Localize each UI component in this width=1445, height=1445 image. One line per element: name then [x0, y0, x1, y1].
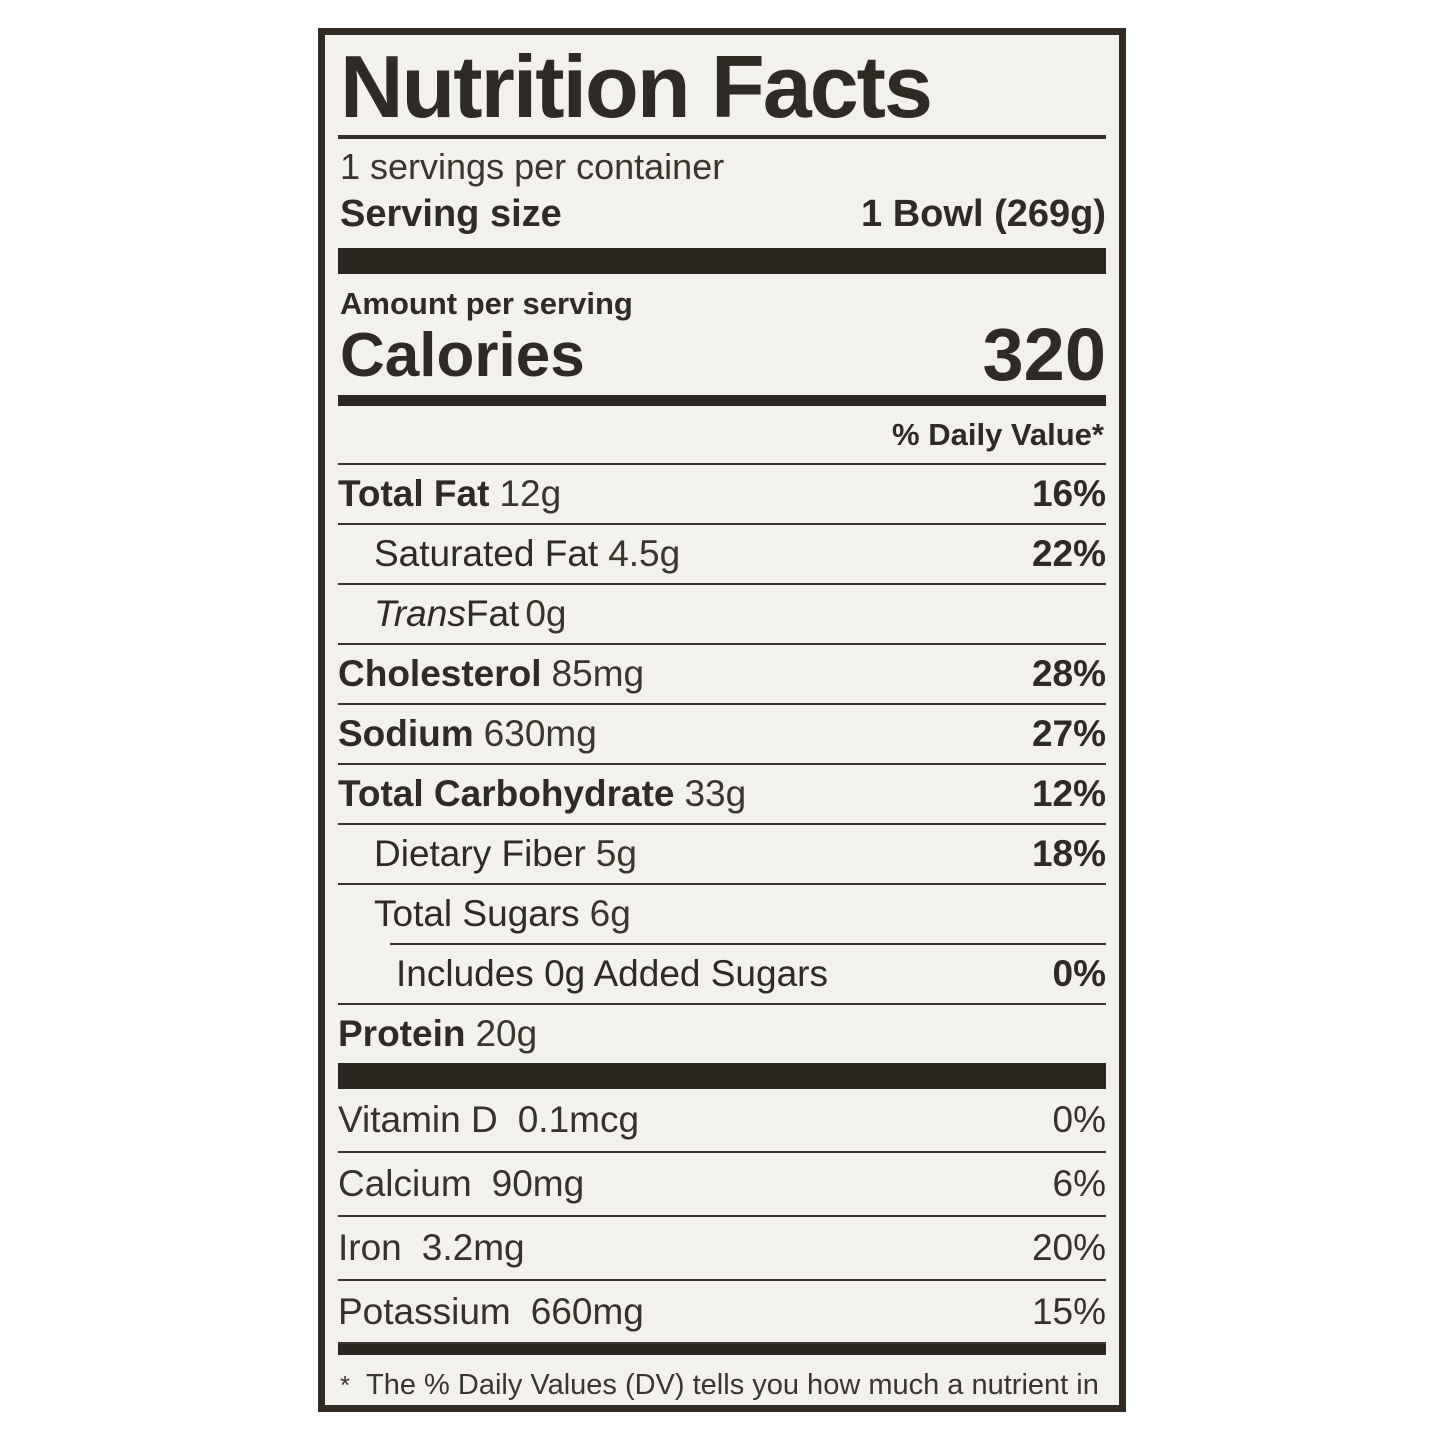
nutrient-name-group: Cholesterol 85mg	[338, 654, 644, 694]
separator-thick-bottom	[338, 1062, 1106, 1089]
nutrient-row-protein: Protein 20g	[338, 1005, 1106, 1063]
nutrient-name: Protein	[338, 1012, 466, 1054]
nutrient-name-group: Total Fat 12g	[338, 474, 561, 514]
nutrient-name-group: Protein 20g	[338, 1012, 538, 1054]
micronutrient-dv: 0%	[1052, 1098, 1106, 1140]
nutrient-name: Total Carbohydrate	[338, 772, 675, 814]
nutrient-row-added-sugars: Includes 0g Added Sugars 0%	[338, 945, 1106, 1005]
servings-per-container: 1 servings per container	[340, 146, 725, 187]
nutrient-dv: 12%	[1031, 772, 1106, 814]
nutrient-row-sodium: Sodium 630mg 27%	[338, 705, 1106, 765]
nutrient-dv: 0%	[1052, 952, 1106, 994]
nutrient-row-total-carbohydrate: Total Carbohydrate 33g 12%	[338, 765, 1106, 825]
nutrient-row-total-fat: Total Fat 12g 16%	[338, 465, 1106, 526]
nutrient-name-group: Saturated Fat 4.5g	[374, 534, 680, 574]
micronutrient-name-group: Iron 3.2mg	[338, 1226, 525, 1268]
nutrient-name: Sodium	[338, 712, 474, 754]
nutrient-name-group: Total Carbohydrate 33g	[338, 772, 747, 814]
nutrient-amount: 630mg	[483, 712, 597, 754]
nutrient-name: Dietary Fiber	[374, 832, 586, 874]
footnote: * The % Daily Values (DV) tells you how …	[338, 1355, 1106, 1405]
nutrient-row-cholesterol: Cholesterol 85mg 28%	[338, 645, 1106, 705]
micronutrient-row-iron: Iron 3.2mg 20%	[338, 1217, 1106, 1281]
nutrient-name-group: Trans Fat 0g	[374, 594, 566, 634]
micronutrient-amount: 0.1mcg	[517, 1098, 640, 1140]
nutrient-dv: 27%	[1031, 712, 1106, 754]
serving-size-label: Serving size	[340, 193, 562, 235]
label-title: Nutrition Facts	[338, 35, 1106, 139]
micronutrient-name: Iron	[338, 1226, 402, 1268]
nutrient-row-saturated-fat: Saturated Fat 4.5g 22%	[338, 525, 1106, 586]
nutrient-dv: 18%	[1031, 832, 1106, 874]
calories-row: Calories 320	[338, 313, 1106, 396]
micronutrient-dv: 20%	[1031, 1226, 1106, 1268]
separator-medium-footnote	[338, 1344, 1106, 1356]
nutrient-dv: 28%	[1031, 652, 1106, 694]
micronutrient-name: Vitamin D	[338, 1098, 498, 1140]
nutrient-dv: 22%	[1031, 533, 1106, 575]
micronutrient-amount: 90mg	[491, 1162, 585, 1204]
nutrient-name: Saturated Fat	[374, 533, 599, 575]
nutrient-amount: 6g	[589, 892, 631, 934]
micronutrient-dv: 6%	[1052, 1162, 1106, 1204]
separator-thick-top	[338, 248, 1106, 274]
micronutrient-amount: 660mg	[530, 1290, 644, 1332]
nutrient-name-italic: Trans	[374, 593, 466, 635]
micronutrient-name-group: Calcium 90mg	[338, 1162, 585, 1204]
nutrient-amount: 20g	[475, 1012, 538, 1054]
micronutrient-name-group: Potassium 660mg	[338, 1290, 644, 1332]
nutrient-row-trans-fat: Trans Fat 0g	[338, 585, 1106, 645]
nutrient-name: Total Sugars	[374, 892, 580, 934]
micronutrient-name-group: Vitamin D 0.1mcg	[338, 1098, 640, 1140]
amount-per-serving-label: Amount per serving	[340, 286, 633, 321]
serving-size-row: Serving size 1 Bowl (269g)	[338, 189, 1106, 248]
nutrient-amount: 4.5g	[608, 533, 681, 575]
micronutrient-row-vitamin-d: Vitamin D 0.1mcg 0%	[338, 1089, 1106, 1153]
nutrient-amount: 5g	[595, 832, 637, 874]
nutrient-amount: 12g	[499, 473, 562, 515]
micronutrient-row-calcium: Calcium 90mg 6%	[338, 1153, 1106, 1217]
daily-value-header: % Daily Value*	[338, 406, 1106, 466]
footnote-asterisk: *	[340, 1370, 351, 1401]
nutrient-name: Cholesterol	[338, 652, 542, 694]
nutrient-amount: 33g	[684, 772, 747, 814]
separator-medium-calories	[338, 395, 1106, 407]
footnote-text: The % Daily Values (DV) tells you how mu…	[366, 1369, 1099, 1402]
nutrient-name-group: Dietary Fiber 5g	[374, 832, 637, 874]
nutrient-row-dietary-fiber: Dietary Fiber 5g 18%	[338, 825, 1106, 885]
calories-value: 320	[982, 313, 1106, 396]
nutrient-name-group: Total Sugars 6g	[374, 892, 631, 934]
micronutrient-row-potassium: Potassium 660mg 15%	[338, 1281, 1106, 1345]
nutrient-amount: 85mg	[551, 652, 645, 694]
serving-size-value: 1 Bowl (269g)	[861, 193, 1106, 235]
indented-divider	[390, 942, 1106, 945]
nutrition-facts-label: Nutrition Facts 1 servings per container…	[318, 28, 1126, 1412]
nutrient-amount: 0g	[525, 593, 567, 635]
nutrient-name-group: Sodium 630mg	[338, 712, 597, 754]
nutrient-name: Includes 0g Added Sugars	[396, 952, 828, 994]
nutrient-name: Fat	[465, 593, 520, 635]
nutrient-row-total-sugars: Total Sugars 6g	[338, 885, 1106, 943]
micronutrient-name: Calcium	[338, 1162, 472, 1204]
calories-label: Calories	[340, 321, 585, 391]
micronutrient-name: Potassium	[338, 1290, 511, 1332]
nutrient-name: Total Fat	[338, 473, 490, 515]
micronutrient-dv: 15%	[1031, 1290, 1106, 1332]
micronutrient-amount: 3.2mg	[421, 1226, 525, 1268]
nutrient-name-group: Includes 0g Added Sugars	[396, 952, 828, 994]
nutrient-dv: 16%	[1031, 473, 1106, 515]
